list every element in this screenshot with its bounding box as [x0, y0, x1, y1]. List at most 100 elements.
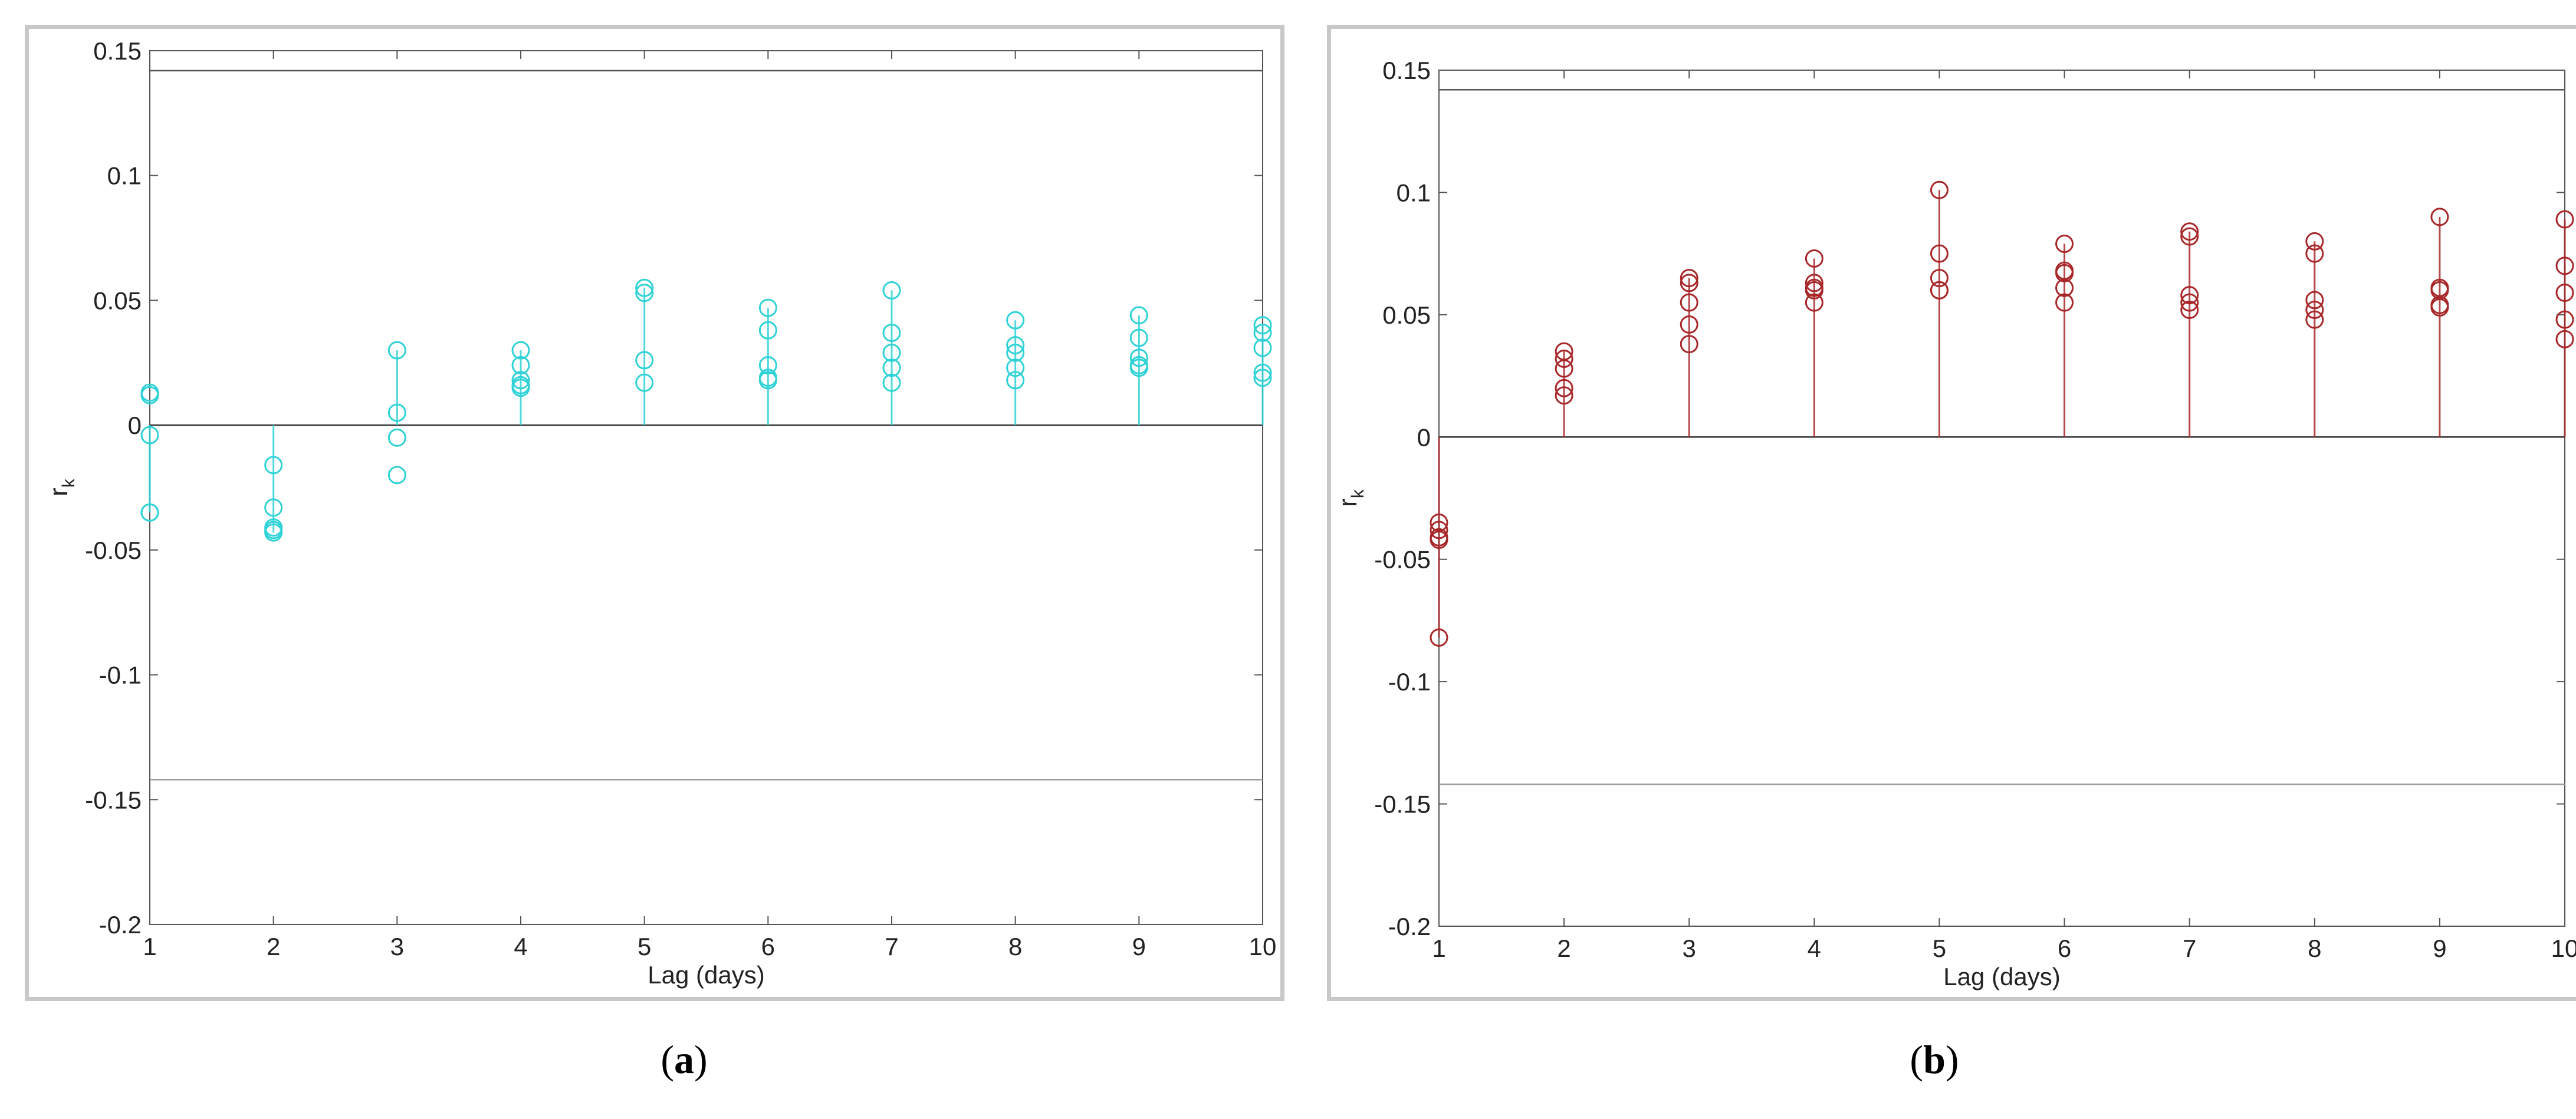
chart-b-marker-lag-7 [2180, 227, 2199, 246]
chart-a-plot-frame [149, 50, 1263, 925]
chart-b-marker-lag-8 [2305, 310, 2324, 329]
chart-b-marker-lag-4 [1805, 249, 1823, 268]
chart-a-y-tick-label: 0.1 [107, 162, 142, 190]
chart-b-marker-lag-10 [2555, 284, 2574, 302]
chart-a-marker-lag-4 [511, 341, 530, 360]
chart-b-marker-lag-6 [2055, 235, 2074, 254]
chart-a-marker-lag-5 [635, 278, 654, 297]
chart-a-x-tick-label: 6 [761, 933, 775, 960]
chart-b-x-tick-label: 3 [1683, 934, 1696, 962]
acf-stem-chart-a: -0.2 -0.15 -0.1 -0.05 0 0.05 0.1 0.15 1 2 3 4 5 6 7 8 9 1… [44, 37, 1277, 989]
chart-a-marker-lag-9 [1129, 306, 1148, 325]
chart-b-marker-lag-8 [2305, 291, 2324, 310]
chart-b-x-tick-label: 2 [1557, 934, 1570, 962]
chart-a-marker-lag-8 [1006, 336, 1025, 355]
chart-b-x-tick-label: 8 [2308, 934, 2321, 962]
chart-a-marker-lag-3 [387, 428, 406, 447]
chart-a-marker-lag-7 [882, 373, 901, 392]
chart-a-marker-lag-5 [635, 373, 654, 392]
chart-b-marker-lag-1 [1430, 628, 1448, 647]
chart-a-marker-lag-6 [758, 356, 777, 375]
chart-b-marker-lag-3 [1680, 274, 1698, 292]
chart-a-marker-lag-7 [882, 323, 901, 342]
chart-b-marker-lag-7 [2180, 222, 2199, 241]
chart-b-marker-lag-8 [2305, 232, 2324, 251]
chart-a-marker-lag-1 [140, 426, 159, 445]
caption-b: (b) [1910, 1037, 1959, 1082]
chart-b-marker-lag-9 [2430, 298, 2449, 317]
chart-a-marker-lag-3 [387, 341, 406, 360]
chart-a-x-tick-label: 10 [1249, 933, 1277, 960]
chart-a-marker-lag-2 [264, 456, 283, 475]
chart-a-x-tick-label: 7 [885, 933, 898, 960]
chart-b-marker-lag-5 [1930, 180, 1949, 199]
chart-a-marker-lag-6 [758, 371, 777, 390]
chart-a-marker-lag-3 [387, 403, 406, 422]
chart-b-x-tick-label: 5 [1933, 934, 1946, 962]
chart-a-marker-lag-5 [635, 351, 654, 370]
chart-a-x-tick-label: 3 [390, 933, 404, 960]
chart-b-marker-lag-3 [1680, 269, 1698, 288]
chart-a-marker-lag-4 [511, 371, 530, 390]
chart-b-plot-frame [1438, 70, 2565, 927]
chart-a-marker-lag-4 [511, 356, 530, 375]
acf-stem-chart-b: -0.2 -0.15 -0.1 -0.05 0 0.05 0.1 0.15 1 2 3 4 5 6 7 8 9 1… [1333, 57, 2576, 990]
chart-a-y-tick-label: 0.05 [93, 287, 142, 314]
chart-b-marker-lag-3 [1680, 335, 1698, 354]
chart-b-marker-lag-2 [1555, 359, 1573, 378]
chart-b-marker-lag-5 [1930, 244, 1949, 263]
chart-b-y-tick-label: 0 [1417, 423, 1431, 451]
chart-a-marker-lag-1 [140, 503, 159, 522]
chart-b-x-tick-label: 4 [1808, 934, 1821, 962]
chart-a-marker-lag-10 [1253, 323, 1272, 342]
chart-b-marker-lag-1 [1430, 521, 1448, 539]
chart-b-marker-lag-8 [2305, 301, 2324, 320]
chart-b-marker-lag-8 [2305, 244, 2324, 263]
chart-b-marker-lag-3 [1680, 315, 1698, 334]
chart-a-x-tick-label: 2 [267, 933, 280, 960]
chart-b-y-axis-label: rk [1333, 489, 1368, 507]
chart-a-marker-lag-9 [1129, 328, 1148, 347]
chart-a-marker-lag-8 [1006, 371, 1025, 390]
chart-a-y-tick-label: -0.1 [99, 661, 142, 689]
chart-a-marker-lag-4 [511, 379, 530, 397]
chart-a-marker-lag-3 [387, 466, 406, 485]
chart-a-marker-lag-8 [1006, 311, 1025, 330]
chart-b-y-tick-label: -0.2 [1388, 913, 1431, 940]
chart-b-x-tick-label: 1 [1432, 934, 1445, 962]
chart-b-marker-lag-10 [2555, 310, 2574, 329]
chart-b-y-tick-label: -0.15 [1374, 791, 1431, 818]
chart-a-marker-lag-2 [264, 498, 283, 517]
chart-a-x-tick-label: 8 [1008, 933, 1022, 960]
chart-panel-a: -0.2 -0.15 -0.1 -0.05 0 0.05 0.1 0.15 1 2 3 4 5 6 7 8 9 1… [25, 25, 1284, 1001]
chart-a-y-tick-label: 0.15 [93, 37, 142, 65]
chart-a-x-axis-label: Lag (days) [648, 961, 764, 989]
chart-b-marker-lag-1 [1430, 531, 1448, 549]
chart-b-marker-lag-5 [1930, 269, 1949, 288]
chart-a-x-tick-label: 5 [638, 933, 651, 960]
chart-b-marker-lag-7 [2180, 286, 2199, 305]
chart-a-marker-lag-6 [758, 298, 777, 317]
chart-b-marker-lag-10 [2555, 256, 2574, 275]
chart-b-marker-lag-4 [1805, 274, 1823, 292]
chart-a-x-tick-label: 1 [143, 933, 156, 960]
chart-b-marker-lag-10 [2555, 330, 2574, 348]
caption-a: (a) [661, 1037, 708, 1082]
chart-b-marker-lag-3 [1680, 293, 1698, 312]
chart-a-marker-lag-10 [1253, 368, 1272, 387]
chart-a-marker-lag-7 [882, 281, 901, 300]
chart-a-marker-lag-10 [1253, 316, 1272, 335]
chart-a-x-tick-label: 4 [514, 933, 527, 960]
chart-b-marker-lag-6 [2055, 264, 2074, 282]
chart-b-x-tick-label: 10 [2551, 934, 2576, 962]
chart-b-y-tick-label: 0.05 [1382, 301, 1431, 329]
chart-b-marker-lag-2 [1555, 379, 1573, 397]
chart-a-marker-lag-7 [882, 358, 901, 377]
chart-b-marker-lag-7 [2180, 301, 2199, 320]
chart-a-marker-lag-6 [758, 321, 777, 340]
chart-b-x-axis-label: Lag (days) [1943, 963, 2060, 990]
chart-b-marker-lag-2 [1555, 350, 1573, 368]
chart-b-marker-lag-6 [2055, 278, 2074, 297]
chart-b-marker-lag-4 [1805, 293, 1823, 312]
chart-a-marker-lag-10 [1253, 363, 1272, 382]
